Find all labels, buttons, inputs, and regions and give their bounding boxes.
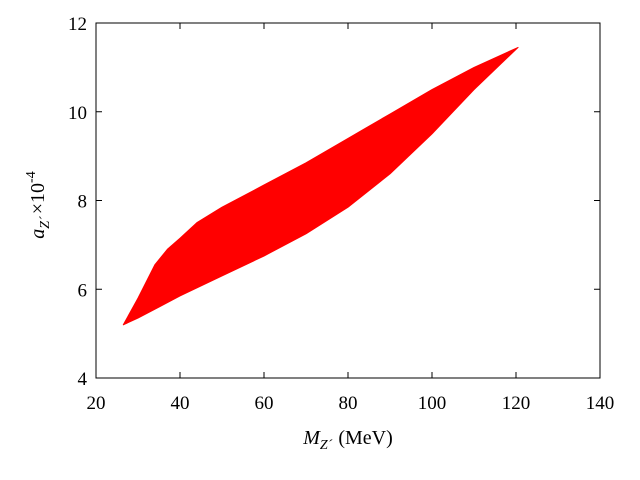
x-tick-label: 120 [502, 393, 531, 414]
x-axis-symbol: M [302, 427, 321, 449]
allowed-region [122, 46, 519, 326]
y-tick-label: 12 [68, 14, 87, 35]
y-tick-label: 8 [78, 192, 88, 213]
x-tick-label: 60 [255, 393, 274, 414]
x-tick-label: 20 [87, 393, 106, 414]
x-axis-unit: (MeV) [338, 427, 392, 449]
y-tick-label: 10 [68, 103, 87, 124]
region-layer [122, 46, 519, 326]
x-tick-label: 40 [171, 393, 190, 414]
x-axis-subscript: Z´ [320, 438, 333, 453]
x-tick-label: 140 [586, 393, 615, 414]
y-axis-title: aZ´ ×10-4 [24, 171, 53, 238]
y-axis-exponent: -4 [24, 171, 39, 183]
y-axis-subscript: Z´ [38, 216, 53, 229]
y-axis-symbol: a [27, 229, 49, 239]
tick-label-layer: 20 40 60 80 100 120 140 4 6 8 10 12 [68, 14, 614, 414]
x-tick-label: 80 [339, 393, 358, 414]
y-tick-label: 4 [78, 369, 88, 390]
y-axis-scale: ×10 [27, 183, 49, 214]
y-tick-label: 6 [78, 280, 88, 301]
x-tick-label: 100 [418, 393, 447, 414]
tick-layer [95, 22, 601, 379]
x-axis-title: MZ´ (MeV) [302, 427, 393, 453]
